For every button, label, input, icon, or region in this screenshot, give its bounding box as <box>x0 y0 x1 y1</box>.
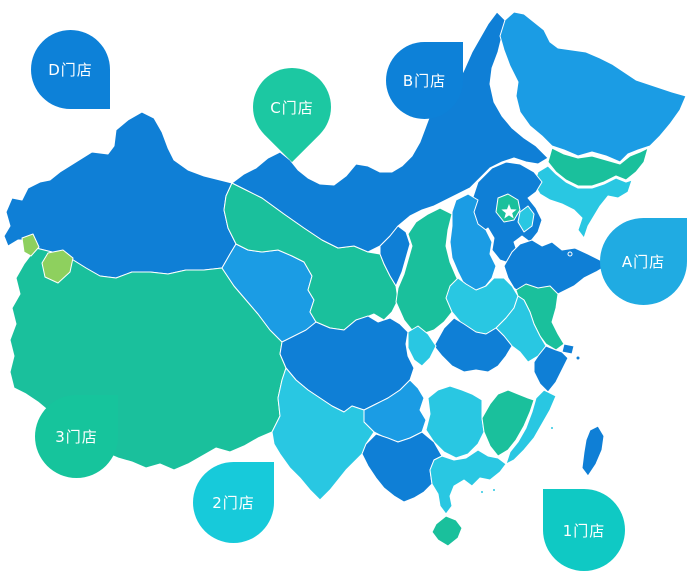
island-dot <box>567 251 573 257</box>
island-dot <box>480 490 484 494</box>
island-dot <box>575 355 581 361</box>
marker-label: 1门店 <box>562 521 606 540</box>
province-liaoning[interactable] <box>533 165 633 239</box>
province-zhejiang[interactable] <box>533 345 569 393</box>
marker-store-2[interactable]: 2门店 <box>193 462 274 543</box>
province-shanxi[interactable] <box>449 193 497 293</box>
province-hubei[interactable] <box>433 317 513 373</box>
marker-label: B门店 <box>402 72 447 90</box>
province-fujian[interactable] <box>505 389 557 465</box>
marker-label: 2门店 <box>212 494 255 512</box>
marker-label: D门店 <box>48 61 93 79</box>
province-hainan[interactable] <box>431 515 463 547</box>
province-guangdong[interactable] <box>429 449 507 515</box>
province-heilongjiang[interactable] <box>499 11 687 163</box>
province-ningxia[interactable] <box>379 225 411 287</box>
marker-store-1[interactable]: 1门店 <box>543 489 625 571</box>
province-shanghai[interactable] <box>561 343 575 355</box>
province-taiwan[interactable] <box>581 425 605 477</box>
province-shaanxi[interactable] <box>395 207 463 335</box>
marker-store-b[interactable]: B门店 <box>386 42 463 119</box>
province-tianjin[interactable] <box>517 205 535 233</box>
marker-store-d[interactable]: D门店 <box>31 30 110 109</box>
marker-store-c[interactable]: C门店 <box>236 51 348 163</box>
marker-label: A门店 <box>621 253 666 271</box>
region-west-patch-large[interactable] <box>41 249 74 284</box>
capital-star-icon <box>501 204 517 219</box>
province-jilin[interactable] <box>547 147 649 187</box>
marker-label: C门店 <box>270 98 314 117</box>
marker-label: 3门店 <box>55 428 98 446</box>
island-dot <box>492 488 496 492</box>
island-dot <box>550 426 554 430</box>
province-chongqing[interactable] <box>407 325 437 367</box>
marker-store-3[interactable]: 3门店 <box>35 395 118 478</box>
province-yunnan[interactable] <box>271 367 375 501</box>
marker-store-a[interactable]: A门店 <box>600 218 687 305</box>
province-guangxi[interactable] <box>361 431 443 503</box>
province-hunan[interactable] <box>425 385 485 459</box>
region-west-patch-small[interactable] <box>21 233 40 257</box>
province-jiangxi[interactable] <box>481 389 535 457</box>
